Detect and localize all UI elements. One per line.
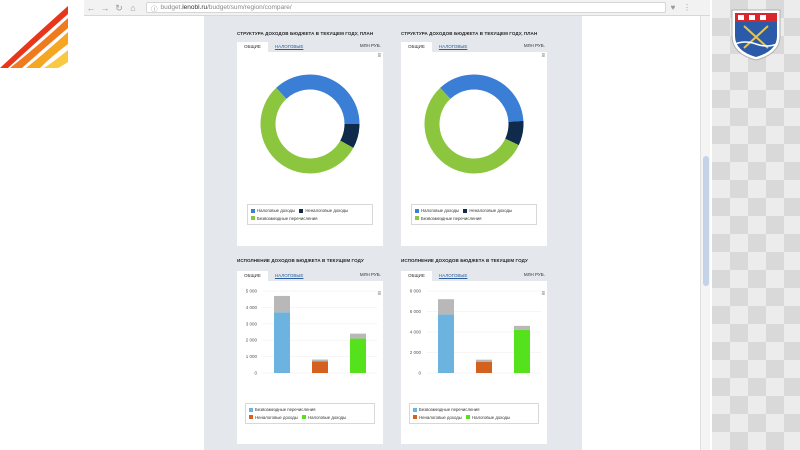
address-bar[interactable]: ⓘ budget. lenobl.ru/budget/sum/region/com… — [146, 2, 666, 13]
url-domain: lenobl.ru — [182, 4, 208, 11]
bar-1-series-1[interactable] — [312, 359, 328, 362]
tab-tax[interactable]: Налоговые — [274, 273, 304, 278]
url-prefix: budget. — [160, 4, 183, 11]
panel-2-title: Структура доходов бюджета в текущем году… — [401, 31, 538, 36]
legend-item-transfers[interactable]: Безвозмездные перечисления — [249, 406, 315, 413]
arrow-right-icon[interactable]: → — [100, 2, 110, 13]
chart-menu-icon[interactable]: ≡ — [377, 53, 381, 59]
bar-chart: 0 2 000 4 000 6 000 8 000 — [410, 289, 541, 376]
page-info-icon[interactable]: ⓘ — [151, 5, 158, 13]
tab-tax[interactable]: Налоговые — [438, 44, 468, 49]
panel-1-title: Структура доходов бюджета в текущем году… — [237, 31, 374, 36]
browser-toolbar: ← → ↻ ⌂ ⓘ budget. lenobl.ru/budget/sum/re… — [84, 0, 710, 16]
bar-1-series-0[interactable] — [476, 361, 492, 373]
y-tick-label: 6 000 — [410, 309, 422, 314]
home-icon[interactable]: ⌂ — [130, 2, 136, 13]
bar-0-series-1[interactable] — [438, 299, 454, 315]
y-tick-label: 5 000 — [246, 289, 258, 294]
donut-slice-1[interactable] — [340, 123, 360, 148]
donut-slice-2[interactable] — [424, 87, 519, 174]
tab-tax[interactable]: Налоговые — [274, 44, 304, 49]
bar-2-series-1[interactable] — [350, 333, 366, 339]
bar-0-series-0[interactable] — [438, 314, 454, 373]
panel-3-tabs: Общие Налоговые — [237, 271, 383, 281]
panel-1-legend: Налоговые доходы Неналоговые доходы Безв… — [247, 204, 373, 225]
bar-0-series-1[interactable] — [274, 295, 290, 313]
chart-menu-icon[interactable]: ≡ — [541, 291, 545, 297]
panel-4-tabs: Общие Налоговые — [401, 271, 547, 281]
donut-slice-1[interactable] — [505, 120, 524, 146]
coat-of-arms-icon — [731, 9, 781, 61]
y-tick-label: 0 — [254, 371, 257, 376]
y-tick-label: 2 000 — [410, 350, 422, 355]
legend-item-tax[interactable]: Налоговые доходы — [302, 414, 346, 421]
panel-3-bars: Общие Налоговые млн руб. ≡ 0 1 000 2 000 3 … — [237, 271, 383, 444]
reload-icon[interactable]: ↻ — [115, 2, 123, 13]
legend-item-tax[interactable]: Налоговые доходы — [415, 207, 459, 214]
y-tick-label: 8 000 — [410, 289, 422, 294]
tab-tax[interactable]: Налоговые — [438, 273, 468, 278]
unit-label: млн руб. — [523, 43, 545, 48]
bar-1-series-1[interactable] — [476, 359, 492, 362]
panel-4-title: Исполнение доходов бюджета в текущем год… — [401, 258, 528, 263]
legend-item-nontax[interactable]: Неналоговые доходы — [249, 414, 298, 421]
panel-3-legend: Безвозмездные перечисления Неналоговые д… — [245, 403, 375, 424]
arrow-left-icon[interactable]: ← — [86, 2, 96, 13]
panel-3-title: Исполнение доходов бюджета в текущем год… — [237, 258, 364, 263]
legend-item-transfers[interactable]: Безвозмездные перечисления — [413, 406, 479, 413]
tab-general[interactable]: Общие — [237, 271, 268, 281]
y-tick-label: 1 000 — [246, 354, 258, 359]
brand-swoosh-logo — [0, 6, 68, 68]
chart-menu-icon[interactable]: ≡ — [377, 291, 381, 297]
bookmark-heart-icon[interactable]: ♥ — [670, 3, 676, 12]
donut-slice-0[interactable] — [440, 74, 524, 123]
panel-1-donut: Общие Налоговые млн руб. ≡ Налоговые дох… — [237, 42, 383, 246]
y-tick-label: 3 000 — [246, 321, 258, 326]
y-tick-label: 4 000 — [410, 330, 422, 335]
bar-2-series-0[interactable] — [514, 329, 530, 373]
y-tick-label: 4 000 — [246, 305, 258, 310]
panel-1-tabs: Общие Налоговые — [237, 42, 383, 52]
legend-item-tax[interactable]: Налоговые доходы — [466, 414, 510, 421]
bar-2-series-1[interactable] — [514, 325, 530, 330]
legend-item-nontax[interactable]: Неналоговые доходы — [463, 207, 512, 214]
legend-item-transfers[interactable]: Безвозмездные перечисления — [415, 215, 481, 222]
donut-slice-0[interactable] — [276, 74, 360, 125]
legend-item-nontax[interactable]: Неналоговые доходы — [413, 414, 462, 421]
unit-label: млн руб. — [523, 272, 545, 277]
y-tick-label: 0 — [418, 371, 421, 376]
donut-chart — [260, 74, 360, 174]
unit-label: млн руб. — [359, 43, 381, 48]
menu-dots-icon[interactable]: ⋮ — [683, 3, 691, 12]
panel-2-legend: Налоговые доходы Неналоговые доходы Безв… — [411, 204, 537, 225]
legend-item-nontax[interactable]: Неналоговые доходы — [299, 207, 348, 214]
tab-general[interactable]: Общие — [237, 42, 268, 52]
legend-item-transfers[interactable]: Безвозмездные перечисления — [251, 215, 317, 222]
donut-slice-2[interactable] — [260, 87, 354, 174]
scrollbar-thumb[interactable] — [703, 156, 709, 286]
bar-chart: 0 1 000 2 000 3 000 4 000 5 000 — [246, 289, 377, 376]
page-scrollbar[interactable] — [700, 16, 710, 450]
y-tick-label: 2 000 — [246, 338, 258, 343]
bar-1-series-0[interactable] — [312, 361, 328, 373]
tab-general[interactable]: Общие — [401, 271, 432, 281]
unit-label: млн руб. — [359, 272, 381, 277]
panel-4-bars: Общие Налоговые млн руб. ≡ 0 2 000 4 000 6 … — [401, 271, 547, 444]
panel-2-tabs: Общие Налоговые — [401, 42, 547, 52]
legend-item-tax[interactable]: Налоговые доходы — [251, 207, 295, 214]
chart-menu-icon[interactable]: ≡ — [541, 53, 545, 59]
bar-0-series-0[interactable] — [274, 312, 290, 373]
panel-2-donut: Общие Налоговые млн руб. ≡ Налоговые дох… — [401, 42, 547, 246]
tab-general[interactable]: Общие — [401, 42, 432, 52]
bar-2-series-0[interactable] — [350, 338, 366, 373]
panel-4-legend: Безвозмездные перечисления Неналоговые д… — [409, 403, 539, 424]
url-path: /budget/sum/region/compare/ — [207, 4, 292, 11]
decorative-checker-background — [712, 0, 800, 450]
donut-chart — [424, 74, 524, 174]
